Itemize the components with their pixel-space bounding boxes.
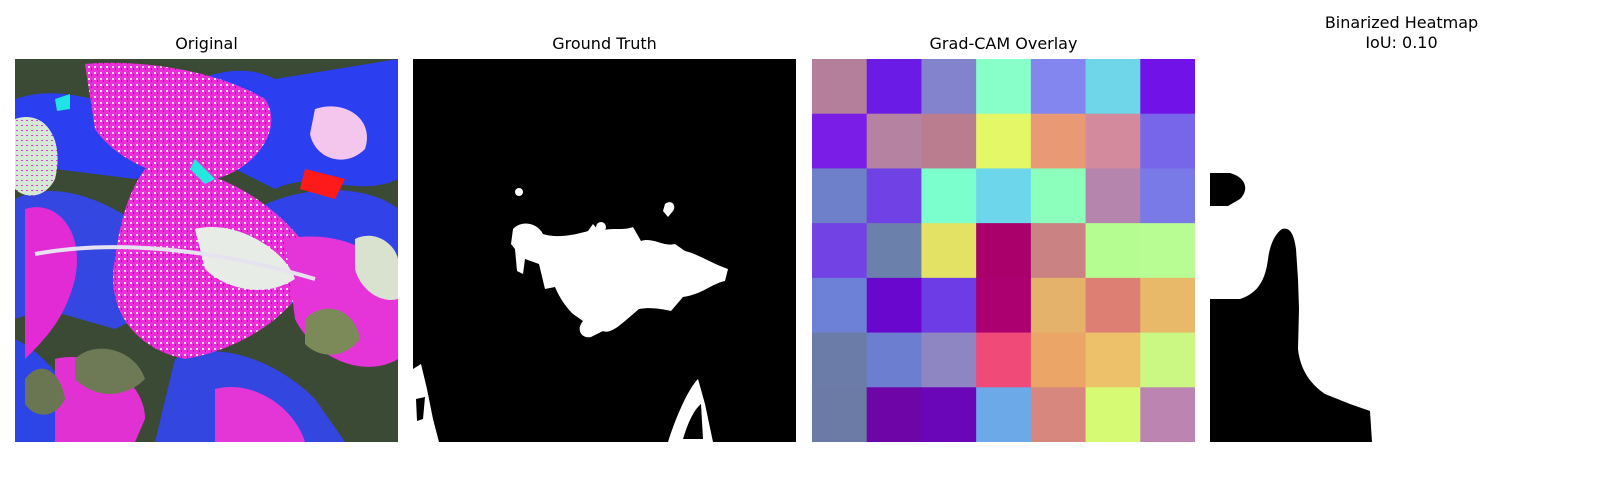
gradcam-cell bbox=[866, 113, 922, 169]
gradcam-cell bbox=[812, 332, 868, 388]
gradcam-cell bbox=[866, 223, 922, 279]
original-leaf-image bbox=[15, 59, 398, 442]
gradcam-cell bbox=[812, 59, 868, 115]
gradcam-cell bbox=[1085, 113, 1141, 169]
ground-truth-panel-title: Ground Truth bbox=[552, 34, 657, 53]
gradcam-cell bbox=[812, 223, 868, 279]
gradcam-cell bbox=[976, 113, 1032, 169]
gradcam-cell bbox=[1085, 223, 1141, 279]
gradcam-cell bbox=[976, 223, 1032, 279]
gradcam-cell bbox=[1140, 59, 1195, 115]
gradcam-cell bbox=[866, 59, 922, 115]
binarized-panel-title: Binarized Heatmap IoU: 0.10 bbox=[1324, 13, 1479, 52]
gradcam-cell bbox=[921, 168, 977, 224]
gradcam-cell bbox=[1030, 387, 1087, 442]
gradcam-cell bbox=[1140, 387, 1195, 442]
gradcam-cell bbox=[921, 59, 977, 115]
gradcam-cell bbox=[1140, 113, 1195, 169]
gradcam-panel-title: Grad-CAM Overlay bbox=[929, 34, 1078, 53]
gradcam-cell bbox=[1140, 223, 1195, 279]
gradcam-cell bbox=[866, 277, 922, 334]
gradcam-cell bbox=[921, 277, 977, 334]
gradcam-cell bbox=[1085, 387, 1141, 442]
gradcam-cell bbox=[1030, 113, 1087, 169]
gradcam-cell bbox=[1030, 277, 1087, 334]
gradcam-cell bbox=[1030, 168, 1087, 224]
binarized-heatmap-image bbox=[1210, 59, 1593, 442]
gradcam-cell bbox=[1140, 277, 1195, 334]
gradcam-cell bbox=[1030, 223, 1087, 279]
gradcam-cell bbox=[1085, 332, 1141, 388]
gradcam-cell bbox=[1030, 59, 1087, 115]
gradcam-cell bbox=[976, 277, 1032, 334]
gradcam-cell bbox=[921, 387, 977, 442]
gradcam-cell bbox=[1085, 59, 1141, 115]
gradcam-cell bbox=[866, 387, 922, 442]
gradcam-cell bbox=[866, 332, 922, 388]
gradcam-cell bbox=[976, 168, 1032, 224]
gradcam-cell bbox=[812, 387, 868, 442]
gradcam-cell bbox=[921, 332, 977, 388]
gradcam-cell bbox=[1140, 168, 1195, 224]
gradcam-cell bbox=[812, 168, 868, 224]
gradcam-cell bbox=[1085, 277, 1141, 334]
gradcam-cell bbox=[1140, 332, 1195, 388]
gradcam-overlay-image bbox=[812, 59, 1195, 442]
gradcam-cell bbox=[1085, 168, 1141, 224]
gradcam-cell bbox=[976, 332, 1032, 388]
ground-truth-mask-image bbox=[413, 59, 796, 442]
gradcam-grid bbox=[812, 59, 1195, 442]
gradcam-cell bbox=[812, 113, 868, 169]
gradcam-cell bbox=[976, 59, 1032, 115]
gradcam-cell bbox=[921, 223, 977, 279]
gradcam-cell bbox=[812, 277, 868, 334]
gradcam-cell bbox=[866, 168, 922, 224]
original-panel-title: Original bbox=[175, 34, 238, 53]
gradcam-cell bbox=[976, 387, 1032, 442]
gradcam-cell bbox=[921, 113, 977, 169]
gradcam-cell bbox=[1030, 332, 1087, 388]
